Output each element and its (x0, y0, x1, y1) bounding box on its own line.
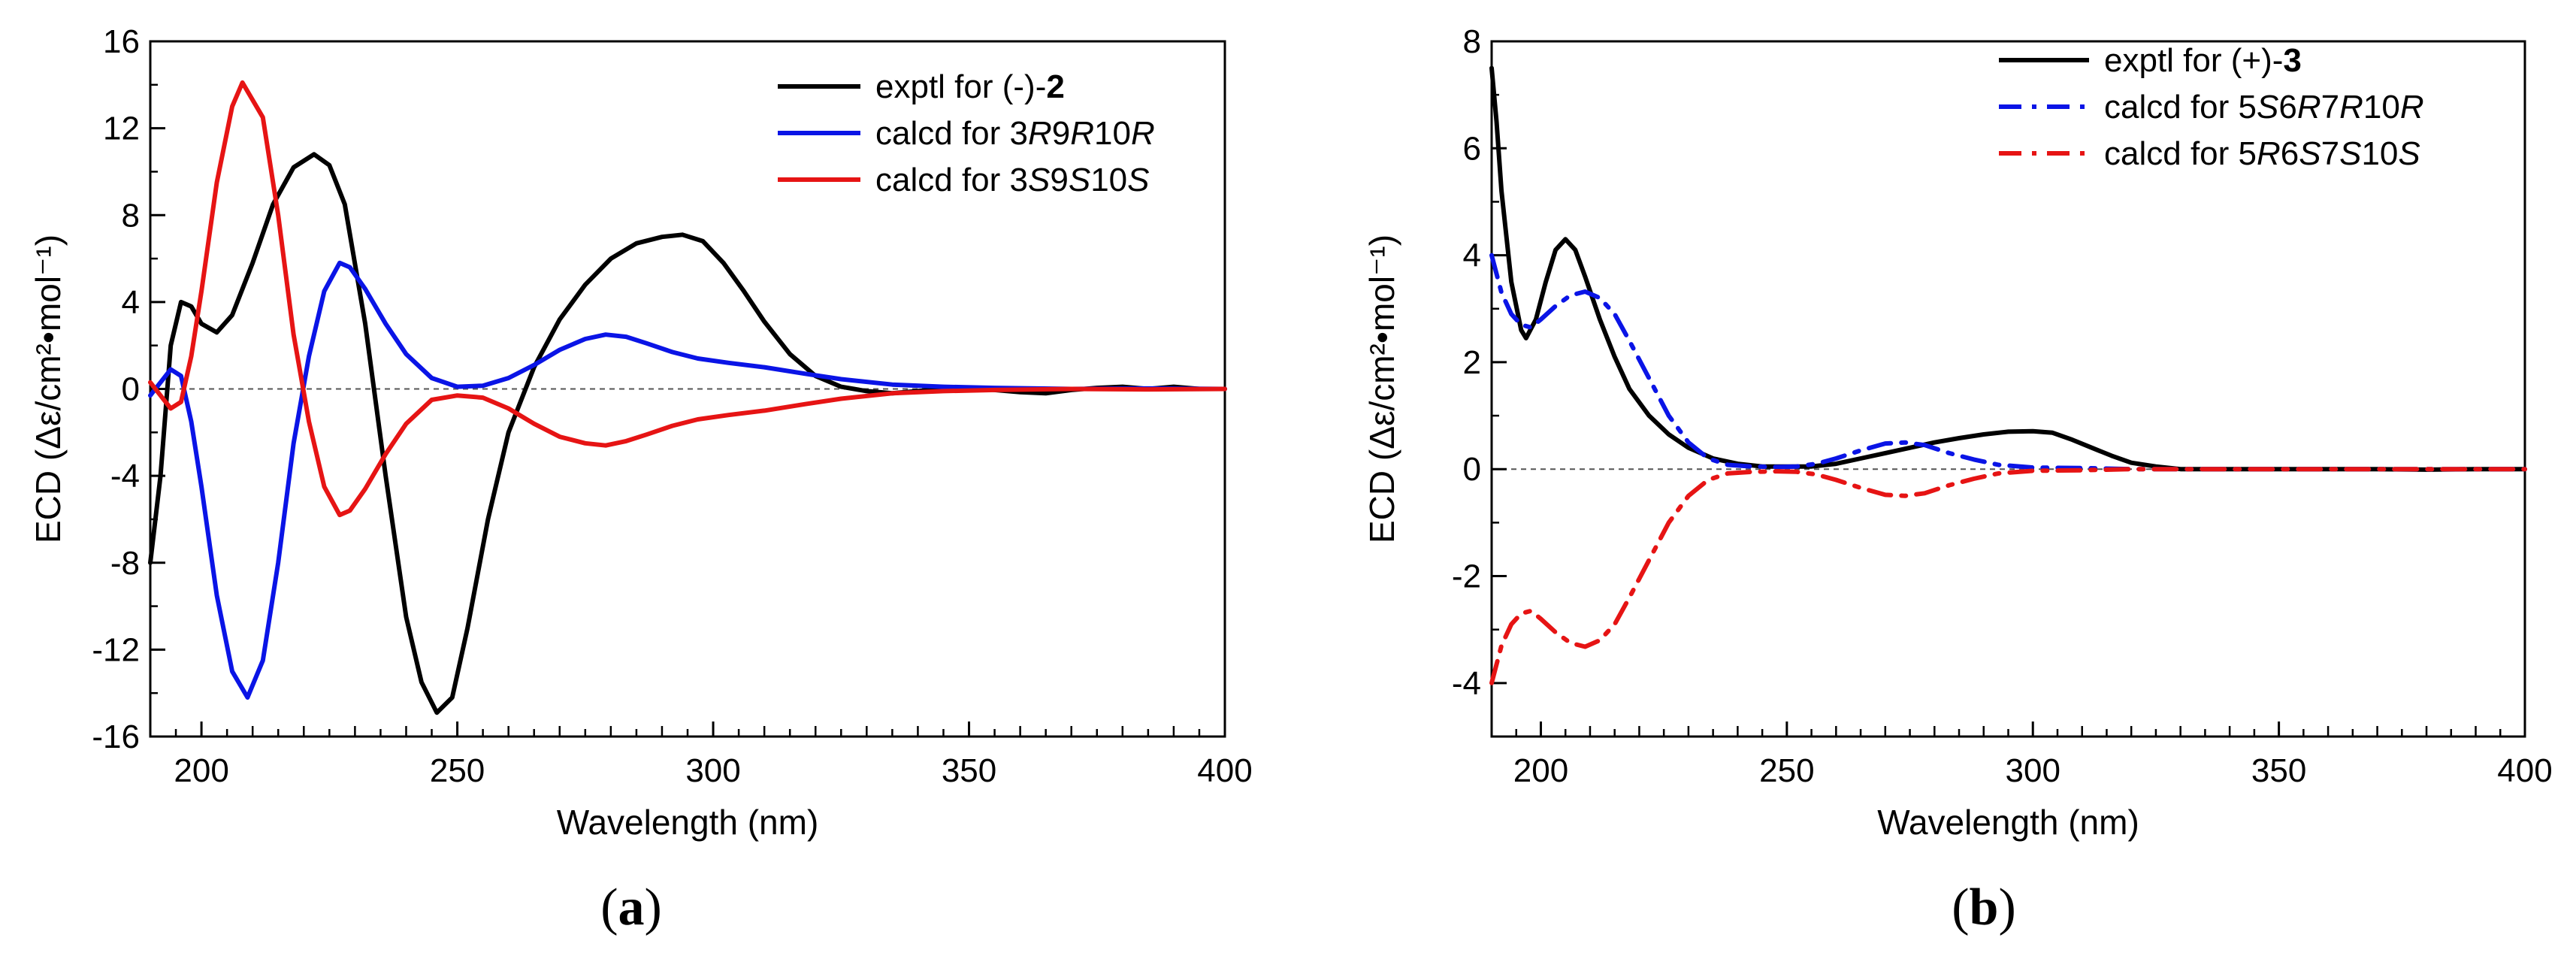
legend-entry-part: S (2339, 135, 2361, 172)
x-tick-label: 400 (2497, 752, 2552, 789)
y-tick-label: 16 (103, 23, 140, 60)
panel-label-open: ( (600, 879, 618, 936)
series-line-2 (148, 260, 1227, 700)
y-tick-label: 2 (1463, 344, 1481, 381)
legend-entry-part: R (2400, 89, 2424, 126)
panel-label-letter: b (1970, 879, 1999, 936)
x-tick-label: 250 (1759, 752, 1814, 789)
legend-entry-part: exptl for (-)- (875, 68, 1046, 105)
y-axis-title: ECD (Δε/cm²•mol⁻¹) (1362, 234, 1401, 543)
y-tick-label: 0 (122, 371, 140, 408)
panel-label-letter: a (618, 879, 645, 936)
y-tick-label: -4 (110, 458, 140, 495)
legend-entry-part: R (2297, 89, 2321, 126)
y-tick-label: 4 (122, 284, 140, 321)
panel-label-close: ) (645, 879, 662, 936)
legend-entry-part: R (2339, 89, 2363, 126)
x-tick-label: 200 (174, 752, 228, 789)
x-tick-label: 400 (1197, 752, 1252, 789)
legend-entry-part: 7 (2321, 89, 2339, 126)
legend-entry-part: S (2398, 135, 2420, 172)
x-tick-label: 300 (2006, 752, 2060, 789)
y-tick-label: -4 (1452, 665, 1481, 702)
y-tick-label: -12 (92, 631, 140, 668)
legend-entry-part: calcd for 3 (875, 162, 1028, 198)
chart-a: -16 -12 -8 -4 0 4 8 12 16 200 250 300 350 400 Waveleng… (29, 23, 1253, 936)
legend-entry-part: R (2257, 135, 2281, 172)
legend-entry-part: S (1028, 162, 1050, 198)
panel-label-close: ) (1998, 879, 2015, 936)
series-line-3 (1489, 467, 2527, 685)
legend-entry: exptl for (-)-2 (875, 68, 1065, 105)
legend-entry-part: calcd for 5 (2104, 135, 2257, 172)
legend-entry-part: 6 (2281, 135, 2299, 172)
legend-entry-part: S (2299, 135, 2321, 172)
series-line-1 (1489, 65, 2527, 472)
legend-entry-part: 10 (1090, 162, 1127, 198)
legend-entry-part: S (1069, 162, 1090, 198)
legend-entry: calcd for 5S6R7R10R (2104, 89, 2424, 126)
legend-entry-part: 2 (1046, 68, 1064, 105)
legend-entry-part: R (1028, 115, 1052, 152)
x-tick-label: 300 (685, 752, 740, 789)
x-axis-title: Wavelength (nm) (1877, 803, 2139, 842)
legend-entry-part: 7 (2321, 135, 2339, 172)
legend-entry-part: calcd for 3 (875, 115, 1028, 152)
series-line-2 (1489, 253, 2527, 472)
x-tick-label: 250 (430, 752, 485, 789)
y-tick-label: 4 (1463, 237, 1481, 274)
legend-entry-part: 10 (2361, 135, 2398, 172)
y-tick-label: 8 (1463, 23, 1481, 60)
y-tick-label: -16 (92, 718, 140, 755)
y-tick-label: 12 (103, 110, 140, 147)
legend-entry: exptl for (+)-3 (2104, 42, 2302, 79)
legend-entry-part: exptl for (+)- (2104, 42, 2283, 79)
x-axis-title: Wavelength (nm) (557, 803, 819, 842)
legend-entry: calcd for 5R6S7S10S (2104, 135, 2420, 172)
legend-entry-part: 10 (2363, 89, 2400, 126)
legend-entry: calcd for 3R9R10R (875, 115, 1155, 152)
series-line-3 (148, 80, 1227, 518)
x-tick-label: 350 (2251, 752, 2306, 789)
chart-b: -4 -2 0 2 4 6 8 200 250 300 350 400 Wavelength (nm) E… (1362, 23, 2553, 936)
legend-entry-part: 9 (1052, 115, 1070, 152)
legend-entry-part: R (1131, 115, 1155, 152)
legend-entry-part: 3 (2283, 42, 2301, 79)
x-tick-label: 200 (1513, 752, 1568, 789)
legend-entry-part: S (1127, 162, 1149, 198)
legend-entry-part: S (2257, 89, 2278, 126)
y-tick-label: -2 (1452, 558, 1481, 595)
panel-label-open: ( (1952, 879, 1969, 936)
y-tick-label: 0 (1463, 451, 1481, 488)
panel-label: (a) (600, 879, 662, 936)
legend-entry-part: 6 (2278, 89, 2296, 126)
panel-label: (b) (1952, 879, 2016, 936)
legend-entry-part: 10 (1094, 115, 1131, 152)
y-axis-title: ECD (Δε/cm²•mol⁻¹) (29, 234, 68, 543)
legend-entry-part: R (1070, 115, 1094, 152)
legend-entry-part: 9 (1050, 162, 1068, 198)
legend-entry-part: calcd for 5 (2104, 89, 2257, 126)
y-tick-label: 8 (122, 197, 140, 234)
x-tick-label: 350 (942, 752, 996, 789)
y-tick-label: 6 (1463, 130, 1481, 167)
legend-entry: calcd for 3S9S10S (875, 162, 1150, 198)
y-tick-label: -8 (110, 545, 140, 582)
